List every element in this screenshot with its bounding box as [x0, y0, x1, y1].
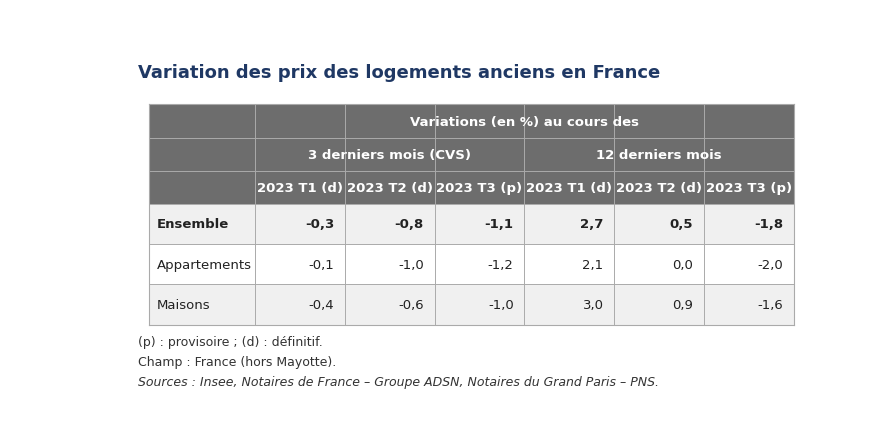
Bar — [435, 171, 525, 204]
Text: -1,8: -1,8 — [754, 218, 783, 231]
Text: -2,0: -2,0 — [758, 258, 783, 271]
Text: 2023 T3 (p): 2023 T3 (p) — [706, 181, 792, 194]
Text: Maisons: Maisons — [157, 298, 210, 311]
Bar — [345, 171, 435, 204]
Text: 3 derniers mois (CVS): 3 derniers mois (CVS) — [308, 148, 471, 161]
Text: Variation des prix des logements anciens en France: Variation des prix des logements anciens… — [138, 64, 660, 82]
Bar — [704, 171, 794, 204]
Bar — [149, 105, 255, 138]
Text: (p) : provisoire ; (d) : définitif.: (p) : provisoire ; (d) : définitif. — [138, 335, 323, 348]
Text: 12 derniers mois: 12 derniers mois — [596, 148, 722, 161]
Bar — [149, 245, 794, 285]
Bar — [255, 105, 794, 138]
Text: 2023 T1 (d): 2023 T1 (d) — [257, 181, 343, 194]
Text: 2,1: 2,1 — [582, 258, 603, 271]
Bar — [525, 138, 794, 171]
Bar — [614, 171, 704, 204]
Text: 0,0: 0,0 — [672, 258, 694, 271]
Text: -0,3: -0,3 — [305, 218, 334, 231]
Text: -0,1: -0,1 — [308, 258, 334, 271]
Bar — [149, 171, 255, 204]
Text: -1,6: -1,6 — [758, 298, 783, 311]
Bar — [149, 204, 794, 245]
Bar — [149, 285, 794, 325]
Text: 2,7: 2,7 — [580, 218, 603, 231]
Text: 2023 T3 (p): 2023 T3 (p) — [437, 181, 523, 194]
Text: 0,5: 0,5 — [670, 218, 694, 231]
Text: -1,2: -1,2 — [488, 258, 514, 271]
Bar — [149, 138, 255, 171]
Text: 2023 T1 (d): 2023 T1 (d) — [526, 181, 612, 194]
Text: 2023 T2 (d): 2023 T2 (d) — [616, 181, 703, 194]
Text: -0,4: -0,4 — [308, 298, 334, 311]
Text: Ensemble: Ensemble — [157, 218, 229, 231]
Text: -1,0: -1,0 — [398, 258, 424, 271]
Text: -1,1: -1,1 — [485, 218, 514, 231]
Text: Appartements: Appartements — [157, 258, 252, 271]
Text: Variations (en %) au cours des: Variations (en %) au cours des — [410, 115, 639, 128]
Bar — [255, 138, 525, 171]
Text: 2023 T2 (d): 2023 T2 (d) — [346, 181, 432, 194]
Text: -0,6: -0,6 — [398, 298, 424, 311]
Text: Sources : Insee, Notaires de France – Groupe ADSN, Notaires du Grand Paris – PNS: Sources : Insee, Notaires de France – Gr… — [138, 376, 659, 389]
Text: -1,0: -1,0 — [488, 298, 514, 311]
Bar — [525, 171, 614, 204]
Text: 3,0: 3,0 — [582, 298, 603, 311]
Text: -0,8: -0,8 — [394, 218, 424, 231]
Text: 0,9: 0,9 — [672, 298, 694, 311]
Bar — [255, 171, 345, 204]
Text: Champ : France (hors Mayotte).: Champ : France (hors Mayotte). — [138, 355, 337, 368]
